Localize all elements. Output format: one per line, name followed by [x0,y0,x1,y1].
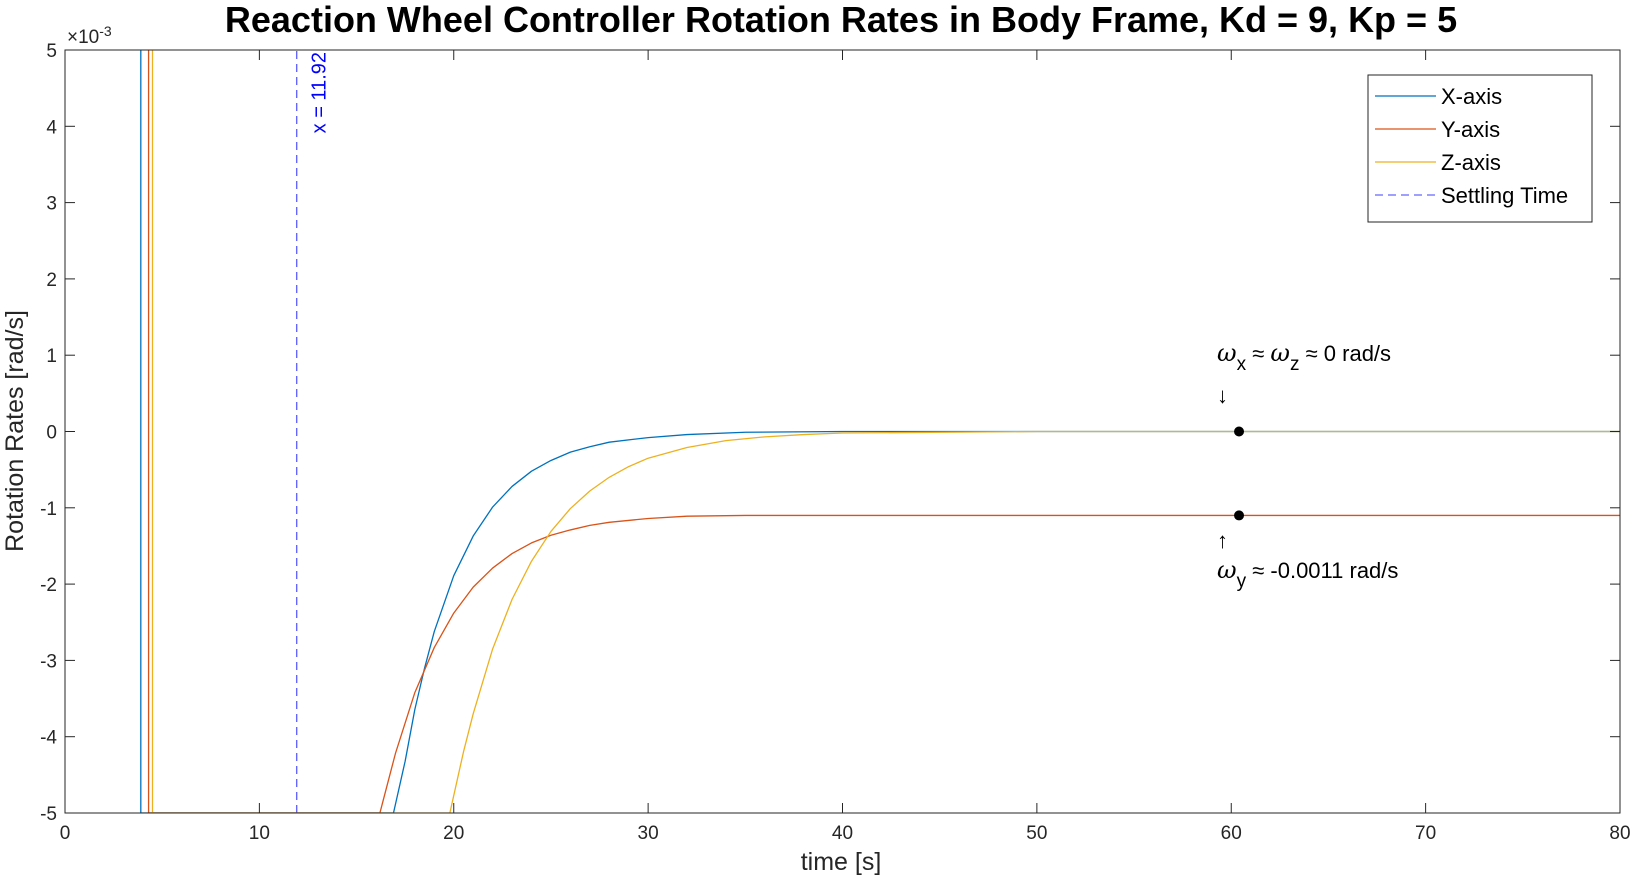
subscript-x: x [1237,354,1247,375]
legend-entry-label: X-axis [1441,84,1502,109]
annotation-omega-xz: ωx ≈ ωz ≈ 0 rad/s ↓ [1217,339,1391,408]
y-tick-label: -2 [40,575,57,596]
omega-symbol: ω [1217,556,1237,584]
annotation-down-arrow: ↓ [1217,383,1228,408]
y-axis-ticks: -5 -4 -3 -2 -1 0 1 2 3 4 5 [40,41,1620,825]
plot-area [64,49,1621,814]
annotation-omega-xz-text: ωx ≈ ωz ≈ 0 rad/s [1217,339,1391,375]
subscript-y: y [1237,571,1247,592]
y-axis-exponent-power: -3 [99,23,112,39]
x-axis-ticks: 0 10 20 30 40 50 60 70 80 [60,50,1630,844]
annotation-omega-y-text: ωy ≈ -0.0011 rad/s [1217,556,1398,592]
approx-text: ≈ [1246,341,1270,366]
omega-symbol: ω [1217,339,1237,367]
x-axis-label: time [s] [801,848,882,876]
subscript-z: z [1290,354,1300,375]
y-axis-exponent-base: ×10 [67,27,99,48]
x-tick-label: 70 [1415,823,1436,844]
data-marker [1234,426,1245,437]
series-line-y-axis [147,50,1620,813]
x-tick-label: 20 [443,823,464,844]
y-tick-label: 2 [46,270,57,291]
legend-entry-label: Y-axis [1441,117,1500,142]
annotation-up-arrow: ↑ [1217,528,1228,553]
series-line-x-axis [140,50,1620,813]
legend-entry-label: Z-axis [1441,150,1501,175]
x-tick-label: 10 [249,823,270,844]
y-tick-label: -1 [40,499,57,520]
y-tick-label: -4 [40,728,57,749]
x-tick-label: 30 [638,823,659,844]
data-marker [1234,510,1245,521]
y-tick-label: 4 [46,117,57,138]
y-tick-label: -5 [40,804,57,825]
y-tick-label: -3 [40,651,57,672]
y-axis-label: Rotation Rates [rad/s] [1,310,29,552]
annotation-omega-y: ↑ ωy ≈ -0.0011 rad/s [1217,528,1398,592]
legend: X-axis Y-axis Z-axis Settling Time [1367,74,1593,223]
omega-symbol: ω [1270,339,1290,367]
series-layer [140,50,1620,813]
x-tick-label: 60 [1221,823,1242,844]
legend-entry-label: Settling Time [1441,183,1568,208]
y-tick-label: 1 [46,346,57,367]
annotation-value-text: ≈ -0.0011 rad/s [1246,558,1398,583]
chart-title: Reaction Wheel Controller Rotation Rates… [225,0,1457,40]
settling-time-label: x = 11.92 [309,52,331,133]
y-tick-label: 0 [46,423,57,444]
x-tick-label: 0 [60,823,71,844]
y-axis-exponent: ×10-3 [67,23,112,48]
legend-box [1367,74,1593,223]
x-tick-label: 50 [1026,823,1047,844]
y-tick-label: 5 [46,41,57,62]
series-line-z-axis [151,50,1620,813]
x-tick-label: 40 [832,823,853,844]
marker-layer [1234,426,1245,521]
y-tick-label: 3 [46,194,57,215]
x-tick-label: 80 [1609,823,1630,844]
annotation-value-text: ≈ 0 rad/s [1299,341,1391,366]
